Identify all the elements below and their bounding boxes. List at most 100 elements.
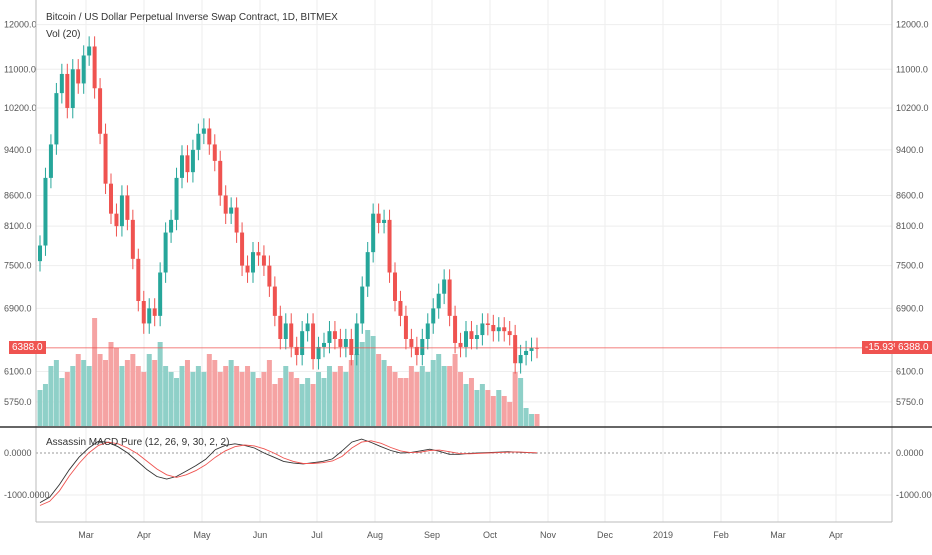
- candle-body: [65, 73, 70, 108]
- symbol-title[interactable]: Bitcoin / US Dollar Perpetual Inverse Sw…: [46, 12, 338, 23]
- volume-bar: [523, 408, 529, 426]
- candle-body: [119, 195, 124, 227]
- volume-bar: [425, 372, 431, 426]
- volume-bar: [294, 378, 300, 426]
- candle-body: [403, 315, 408, 339]
- candle-body: [425, 323, 430, 339]
- candle-body: [125, 195, 130, 220]
- time-tick-label: Dec: [597, 530, 614, 540]
- time-tick-label: Mar: [770, 530, 786, 540]
- candle-body: [278, 315, 283, 339]
- volume-bar: [261, 372, 267, 426]
- volume-bar: [245, 366, 251, 426]
- price-tick-label-right: 6900.0: [896, 303, 924, 313]
- candle-body: [180, 155, 184, 178]
- volume-bar: [103, 360, 109, 426]
- candle-body: [251, 252, 255, 273]
- time-tick-label: 2019: [653, 530, 673, 540]
- volume-bar: [463, 384, 469, 426]
- axes: 5750.0 5750.0 6100.0 6100.0 6900.0 6900.0 7500…: [0, 0, 932, 540]
- volume-bar: [135, 366, 141, 426]
- macd-legend[interactable]: Assassin MACD Pure (12, 26, 9, 30, 2, 2): [46, 437, 230, 448]
- candle-body: [169, 219, 174, 233]
- price-tick-label-right: 12000.0: [896, 20, 929, 30]
- volume-legend[interactable]: Vol (20): [46, 29, 81, 40]
- volume-bar: [299, 384, 305, 426]
- candle-body: [190, 149, 195, 173]
- volume-bar: [37, 390, 43, 426]
- volume-bar: [430, 360, 436, 426]
- candle-body: [524, 350, 529, 356]
- candle-body: [442, 279, 447, 294]
- volume-bar: [305, 378, 311, 426]
- candle-body: [218, 160, 223, 196]
- price-tick-label-right: 6100.0: [896, 367, 924, 377]
- volume-bar: [376, 354, 382, 426]
- volume-bar: [496, 390, 502, 426]
- volume-bar: [348, 360, 354, 426]
- volume-bar: [124, 360, 130, 426]
- candle-body: [414, 346, 419, 356]
- volume-bar: [217, 372, 223, 426]
- volume-bar: [321, 378, 327, 426]
- time-tick-label: May: [193, 530, 211, 540]
- candle-body: [322, 342, 326, 347]
- volume-bar: [316, 372, 322, 426]
- grid-lines: [36, 0, 892, 522]
- volume-bar: [266, 360, 272, 426]
- volume-bar: [529, 414, 535, 426]
- candle-body: [382, 219, 387, 224]
- candle-body: [480, 323, 485, 336]
- volume-bar: [403, 378, 409, 426]
- candle-body: [409, 338, 414, 347]
- volume-bar: [436, 354, 442, 426]
- candle-body: [376, 213, 381, 224]
- candle-body: [229, 207, 234, 214]
- candle-body: [70, 69, 75, 108]
- candle-body: [371, 213, 376, 253]
- volume-bar: [441, 366, 447, 426]
- candle-body: [387, 219, 392, 273]
- candle-body: [469, 331, 474, 339]
- volume-bars: [37, 318, 540, 426]
- macd-lines: [39, 438, 538, 506]
- candle-body: [518, 355, 523, 364]
- volume-bar: [48, 366, 54, 426]
- volume-bar: [163, 366, 169, 426]
- candle-body: [261, 255, 266, 266]
- volume-bar: [234, 366, 240, 426]
- volume-bar: [64, 372, 70, 426]
- volume-bar: [86, 366, 92, 426]
- price-tick-label-left: 11000.0: [4, 64, 36, 74]
- candle-body: [163, 232, 168, 273]
- volume-bar: [228, 360, 234, 426]
- volume-bar: [75, 354, 81, 426]
- candle-body: [201, 128, 206, 134]
- candle-body: [316, 346, 321, 360]
- price-tick-label-left: 8100.0: [4, 221, 32, 231]
- volume-bar: [174, 378, 180, 426]
- volume-bar: [179, 366, 185, 426]
- price-tick-label-right: 8100.0: [896, 221, 924, 231]
- candle-body: [185, 155, 190, 173]
- candle-body: [196, 133, 201, 150]
- volume-bar: [119, 366, 125, 426]
- volume-bar: [326, 366, 332, 426]
- macd-tick-label-left: 0.0000: [4, 448, 32, 458]
- last-price-badge-right: 6388.0: [895, 341, 932, 354]
- volume-bar: [97, 354, 103, 426]
- volume-bar: [479, 384, 485, 426]
- macd-tick-label-right: -1000.0000: [896, 490, 932, 500]
- volume-bar: [507, 402, 513, 426]
- volume-bar: [354, 354, 360, 426]
- volume-bar: [130, 354, 136, 426]
- candle-body: [87, 46, 92, 56]
- volume-bar: [157, 342, 163, 426]
- candle-body: [420, 338, 425, 356]
- candle-body: [103, 133, 108, 184]
- candle-body: [300, 331, 305, 356]
- volume-bar: [534, 414, 540, 426]
